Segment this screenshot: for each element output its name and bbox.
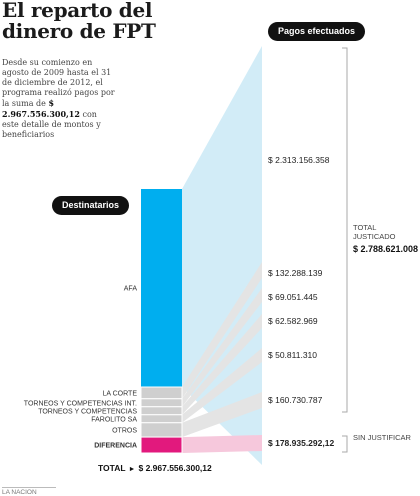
total-justified-label: TOTAL JUSTICADO bbox=[353, 223, 396, 241]
bar-segment bbox=[141, 189, 182, 388]
bar-segment bbox=[140, 436, 183, 454]
category-label: OTROS bbox=[112, 427, 137, 434]
value-label: $ 62.582.969 bbox=[268, 316, 318, 326]
value-label: $ 160.730.787 bbox=[268, 395, 323, 405]
value-label: $ 178.935.292,12 bbox=[268, 438, 334, 448]
category-label: AFA bbox=[124, 286, 138, 293]
source-credit: LA NACION bbox=[2, 487, 56, 496]
bar-segment bbox=[140, 406, 183, 416]
category-label: FAROLITO SA bbox=[91, 416, 137, 423]
category-label: TORNEOS Y COMPETENCIAS bbox=[38, 408, 137, 415]
bar-segment bbox=[140, 422, 183, 438]
value-label: $ 2.313.156.358 bbox=[268, 155, 330, 165]
category-label: TORNEOS Y COMPETENCIAS INT. bbox=[24, 400, 137, 407]
fan-shape bbox=[182, 348, 262, 423]
grand-total: TOTAL ► $ 2.967.556.300,12 bbox=[98, 463, 212, 473]
total-justified-amount: $ 2.788.621.008 bbox=[353, 244, 419, 254]
unjustified-bracket bbox=[342, 435, 348, 453]
bar-segment bbox=[140, 398, 183, 408]
description-text: Desde su comienzo en agosto de 2009 hast… bbox=[2, 58, 115, 108]
category-label: DIFERENCIA bbox=[94, 443, 137, 450]
description-text-end: con este detalle de montos y beneficiari… bbox=[2, 110, 101, 139]
value-label: $ 50.811.310 bbox=[268, 350, 317, 360]
fan-shape bbox=[182, 392, 262, 438]
fan-shape bbox=[182, 262, 262, 399]
arrow-right-icon: ► bbox=[128, 466, 136, 473]
page-title: El reparto del dinero de FPT bbox=[2, 0, 156, 43]
value-label: $ 132.288.139 bbox=[268, 268, 323, 278]
description-amount: $ 2.967.556.300,12 bbox=[2, 98, 80, 119]
grand-total-amount: $ 2.967.556.300,12 bbox=[138, 463, 212, 473]
unjustified-block: SIN JUSTIFICAR bbox=[353, 433, 413, 442]
total-justified-block: TOTAL JUSTICADO $ 2.788.621.008 bbox=[353, 223, 419, 254]
unjustified-label: SIN JUSTIFICAR bbox=[353, 433, 411, 442]
grand-total-label: TOTAL bbox=[98, 463, 126, 473]
category-label: LA CORTE bbox=[103, 390, 138, 397]
fan-shape bbox=[182, 288, 262, 407]
fan-shape bbox=[182, 435, 262, 453]
bar-segment bbox=[140, 414, 183, 424]
bar-segment bbox=[140, 386, 183, 400]
recipients-badge: Destinatarios bbox=[52, 196, 130, 215]
description: Desde su comienzo en agosto de 2009 hast… bbox=[2, 58, 116, 140]
payments-badge: Pagos efectuados bbox=[268, 22, 366, 41]
value-label: $ 69.051.445 bbox=[268, 292, 318, 302]
justified-bracket bbox=[342, 47, 348, 413]
fan-shape bbox=[182, 314, 262, 415]
